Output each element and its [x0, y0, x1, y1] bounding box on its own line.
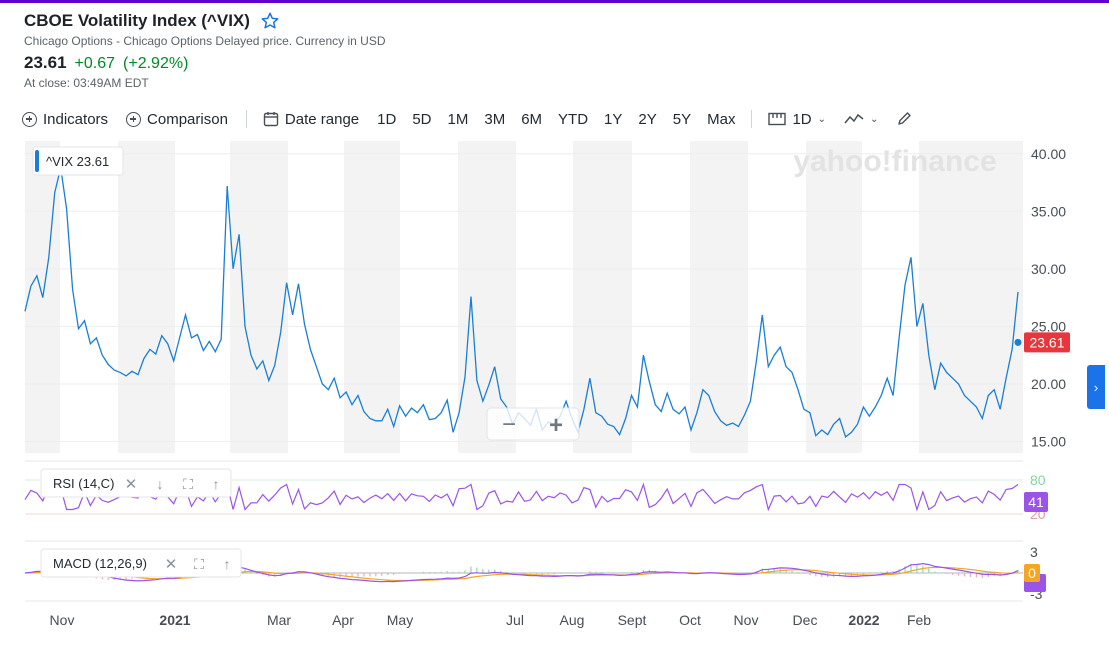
- range-max[interactable]: Max: [707, 110, 736, 128]
- change: +0.67: [74, 55, 116, 72]
- rsi-legend-label: RSI (14,C): [53, 476, 114, 491]
- range-3m[interactable]: 3M: [484, 110, 506, 128]
- rsi-legend[interactable]: RSI (14,C) ✕ ↓ ⛶ ↑: [40, 468, 232, 498]
- x-tick-label: Jul: [506, 612, 524, 628]
- month-band: [118, 141, 175, 453]
- range-1m[interactable]: 1M: [447, 110, 469, 128]
- x-tick-label: Sept: [618, 612, 647, 628]
- price-tag-label: 23.61: [1029, 334, 1064, 350]
- plus-circle-icon: [22, 111, 37, 127]
- range-5y[interactable]: 5Y: [672, 110, 692, 128]
- quote-row: 23.61 +0.67 (+2.92%): [24, 53, 188, 73]
- x-tick-label: Feb: [907, 612, 931, 628]
- rsi-series-line: [24, 482, 1019, 512]
- range-6m[interactable]: 6M: [521, 110, 543, 128]
- range-5d[interactable]: 5D: [412, 110, 432, 128]
- comparison-label: Comparison: [147, 110, 228, 128]
- macd-panel: 3 -3 0 MACD (12,26,9) ✕ ⛶ ↑: [24, 540, 1046, 602]
- month-band: [573, 141, 632, 453]
- arrow-down-icon[interactable]: ↓: [157, 476, 164, 492]
- y-tick-label: 40.00: [1031, 146, 1066, 162]
- divider: [245, 110, 247, 128]
- range-1d[interactable]: 1D: [377, 110, 397, 128]
- zoom-in-icon[interactable]: +: [549, 412, 563, 439]
- arrow-up-icon[interactable]: ↑: [224, 556, 231, 572]
- chevron-down-icon: ⌄: [817, 113, 827, 125]
- indicators-label: Indicators: [43, 110, 109, 128]
- pencil-icon: [898, 112, 912, 125]
- price-tag: 23.61: [1024, 332, 1070, 353]
- y-tick-label: 35.00: [1031, 203, 1066, 219]
- x-tick-label: 2021: [159, 612, 190, 628]
- subtitle: Chicago Options - Chicago Options Delaye…: [24, 34, 386, 48]
- indicators-button[interactable]: Indicators: [22, 111, 108, 128]
- plus-circle-icon: [126, 111, 142, 127]
- rsi-value-tag: 41: [1028, 494, 1044, 510]
- page-title: CBOE Volatility Index (^VIX): [24, 11, 250, 30]
- x-tick-label: Aug: [560, 612, 585, 628]
- rsi-panel: 80 20 41 RSI (14,C) ✕ ↓ ⛶ ↑: [24, 460, 1048, 533]
- main-legend-label: ^VIX 23.61: [46, 154, 109, 169]
- macd-legend-label: MACD (12,26,9): [53, 556, 147, 571]
- interval-dropdown[interactable]: 1D ⌄: [768, 111, 826, 128]
- chevron-down-icon: ⌄: [870, 113, 879, 125]
- chart-toolbar: Indicators Comparison Date range 1D 5D 1…: [22, 106, 930, 132]
- y-tick-label: 20.00: [1031, 376, 1066, 392]
- close-icon[interactable]: ✕: [125, 476, 138, 493]
- close-icon[interactable]: ✕: [165, 556, 178, 573]
- x-tick-label: Nov: [50, 612, 75, 628]
- month-band: [919, 141, 1023, 453]
- title-row: CBOE Volatility Index (^VIX): [24, 11, 280, 31]
- x-tick-label: May: [387, 612, 413, 628]
- macd-legend[interactable]: MACD (12,26,9) ✕ ⛶ ↑: [40, 548, 242, 578]
- main-legend: ^VIX 23.61: [32, 146, 124, 176]
- range-ytd[interactable]: YTD: [558, 110, 589, 128]
- x-tick-label: Nov: [734, 612, 759, 628]
- x-tick-label: 2022: [848, 612, 879, 628]
- month-band: [458, 141, 516, 453]
- date-range-button[interactable]: Date range: [263, 111, 359, 128]
- x-tick-label: Oct: [679, 612, 701, 628]
- month-band: [230, 141, 288, 453]
- arrow-up-icon[interactable]: ↑: [213, 476, 220, 492]
- chart-type-dropdown[interactable]: ⌄: [844, 112, 878, 126]
- rsi-tick-80: 80: [1030, 472, 1046, 488]
- x-tick-label: Apr: [332, 612, 354, 628]
- divider: [751, 110, 753, 128]
- calendar-icon: [263, 112, 279, 127]
- current-price-dot: [1014, 338, 1022, 346]
- range-1y[interactable]: 1Y: [604, 110, 623, 128]
- close-time: At close: 03:49AM EDT: [24, 76, 149, 90]
- price: 23.61: [24, 53, 67, 72]
- zoom-out-icon[interactable]: −: [502, 411, 516, 438]
- y-tick-label: 25.00: [1031, 318, 1066, 334]
- x-tick-label: Dec: [793, 612, 818, 628]
- interval-label: 1D: [792, 110, 812, 128]
- date-range-label: Date range: [284, 110, 360, 128]
- range-2y[interactable]: 2Y: [638, 110, 657, 128]
- y-tick-label: 15.00: [1031, 433, 1066, 449]
- macd-value-tag: 0: [1028, 565, 1036, 581]
- line-chart-icon: [844, 113, 864, 124]
- month-band: [344, 141, 400, 453]
- draw-button[interactable]: [896, 111, 912, 127]
- month-band: [806, 141, 862, 453]
- star-icon[interactable]: [260, 11, 280, 31]
- vix-chart[interactable]: yahoo!finance 40.00 35.00 30.00 25.00 20.00 1…: [0, 3, 1109, 655]
- chevron-right-icon[interactable]: ›: [1087, 365, 1105, 409]
- x-tick-label: Mar: [267, 612, 291, 628]
- macd-tick-top: 3: [1030, 544, 1038, 560]
- zoom-control[interactable]: − +: [486, 407, 580, 441]
- change-percent: (+2.92%): [123, 55, 189, 72]
- expand-icon[interactable]: ⛶: [194, 556, 204, 572]
- expand-icon[interactable]: ⛶: [183, 476, 193, 492]
- y-tick-label: 30.00: [1031, 261, 1066, 277]
- yahoo-finance-watermark: yahoo!finance: [793, 145, 996, 178]
- candle-icon: [768, 112, 787, 126]
- comparison-button[interactable]: Comparison: [126, 111, 228, 128]
